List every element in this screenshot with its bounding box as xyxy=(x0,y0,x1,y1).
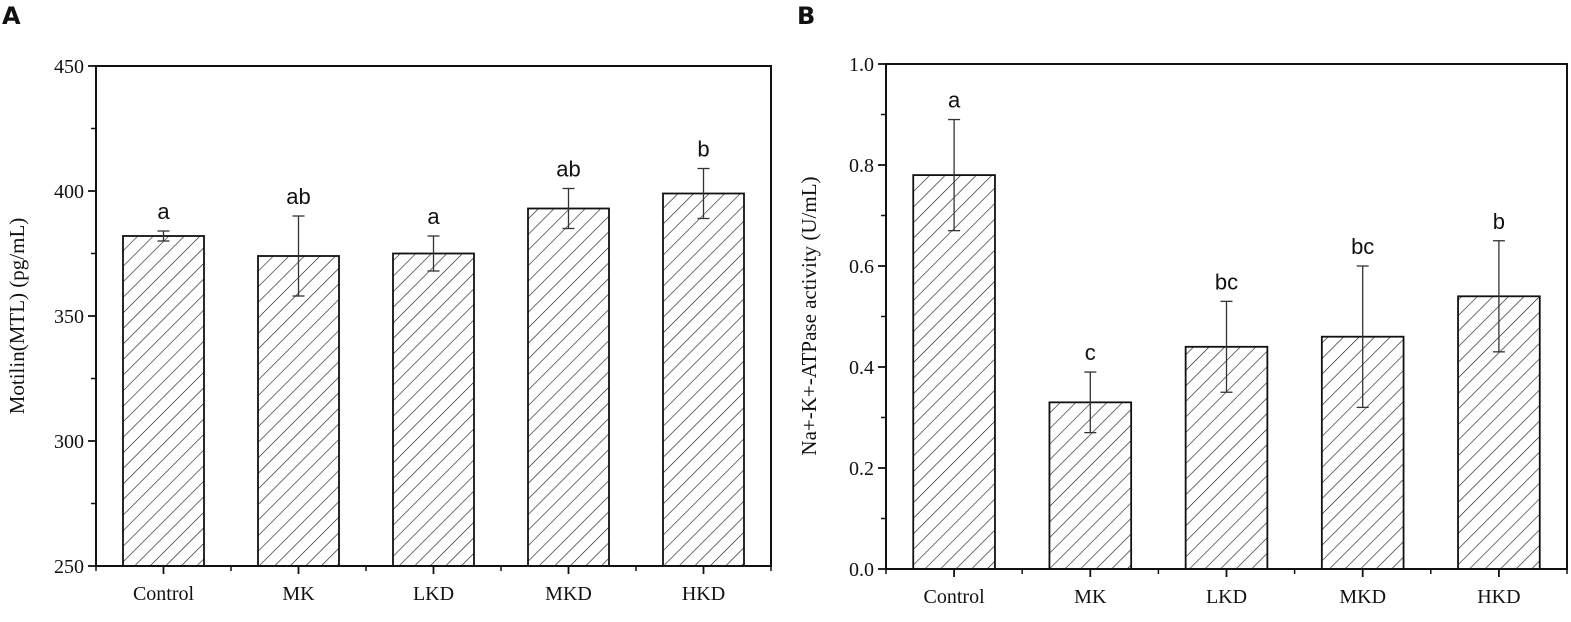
significance-label-lkd: bc xyxy=(1215,269,1238,294)
y-tick-label: 450 xyxy=(54,56,84,78)
y-axis-title-b: Na+-K+-ATPase activity (U/mL) xyxy=(797,176,821,455)
error-bar-control xyxy=(948,118,961,232)
error-bar-hkd xyxy=(1492,240,1505,353)
y-tick-label: 1.0 xyxy=(849,54,874,76)
error-bar-mk xyxy=(1084,371,1097,434)
x-tick-label-hkd: HKD xyxy=(1477,586,1520,608)
significance-label-mkd: bc xyxy=(1351,234,1374,259)
bar-control xyxy=(912,174,996,570)
bar-mkd xyxy=(527,207,610,567)
panel-a: A Motilin(MTL) (pg/mL) a ab a ab b 250 300 350 4… xyxy=(2,2,772,605)
y-tick-label: 350 xyxy=(54,306,84,328)
x-tick-label-mkd: MKD xyxy=(1339,586,1386,608)
y-tick-label: 0.4 xyxy=(849,357,874,379)
x-tick-label-mk: MK xyxy=(282,583,315,605)
x-tick-label-lkd: LKD xyxy=(1206,586,1247,608)
y-tick-label: 0.8 xyxy=(849,155,874,177)
error-bar-mk xyxy=(292,215,305,297)
plot-area-a: a ab a ab b 250 300 350 400 450 Control MK LKD MKD HKD xyxy=(54,56,772,605)
significance-label-mk: c xyxy=(1085,340,1096,365)
y-axis-title-a: Motilin(MTL) (pg/mL) xyxy=(5,218,29,415)
error-bar-lkd xyxy=(1220,300,1233,393)
panel-b: B Na+-K+-ATPase activity (U/mL) a c bc bc b 0… xyxy=(797,2,1568,608)
panel-letter-a: A xyxy=(2,2,21,30)
y-tick-label: 300 xyxy=(54,431,84,453)
error-bar-control xyxy=(157,230,170,242)
y-tick-label: 0.2 xyxy=(849,458,874,480)
x-tick-label-mkd: MKD xyxy=(545,583,592,605)
error-bar-hkd xyxy=(697,167,710,220)
significance-label-lkd: a xyxy=(427,204,440,229)
significance-label-control: a xyxy=(948,88,961,113)
significance-label-hkd: b xyxy=(1493,209,1505,234)
y-tick-label: 400 xyxy=(54,181,84,203)
x-tick-label-control: Control xyxy=(924,586,986,608)
bar-control xyxy=(122,235,205,567)
x-tick-label-lkd: LKD xyxy=(413,583,454,605)
x-tick-label-control: Control xyxy=(133,583,195,605)
error-bar-mkd xyxy=(1356,265,1369,409)
bar-mk xyxy=(257,255,340,567)
bar-hkd xyxy=(662,192,745,567)
significance-label-hkd: b xyxy=(697,137,709,162)
bar-lkd xyxy=(392,252,475,567)
significance-label-control: a xyxy=(157,199,170,224)
error-bar-mkd xyxy=(562,187,575,230)
x-tick-label-hkd: HKD xyxy=(682,583,725,605)
y-tick-label: 250 xyxy=(54,556,84,578)
plot-area-b: a c bc bc b 0.0 0.2 0.4 0.6 0.8 1.0 Control MK LKD MKD… xyxy=(849,54,1568,608)
y-tick-label: 0.6 xyxy=(849,256,874,278)
y-tick-label: 0.0 xyxy=(849,559,874,581)
significance-label-mk: ab xyxy=(286,184,310,209)
x-tick-label-mk: MK xyxy=(1074,586,1107,608)
panel-letter-b: B xyxy=(797,2,815,30)
error-bar-lkd xyxy=(427,235,440,272)
significance-label-mkd: ab xyxy=(556,157,580,182)
